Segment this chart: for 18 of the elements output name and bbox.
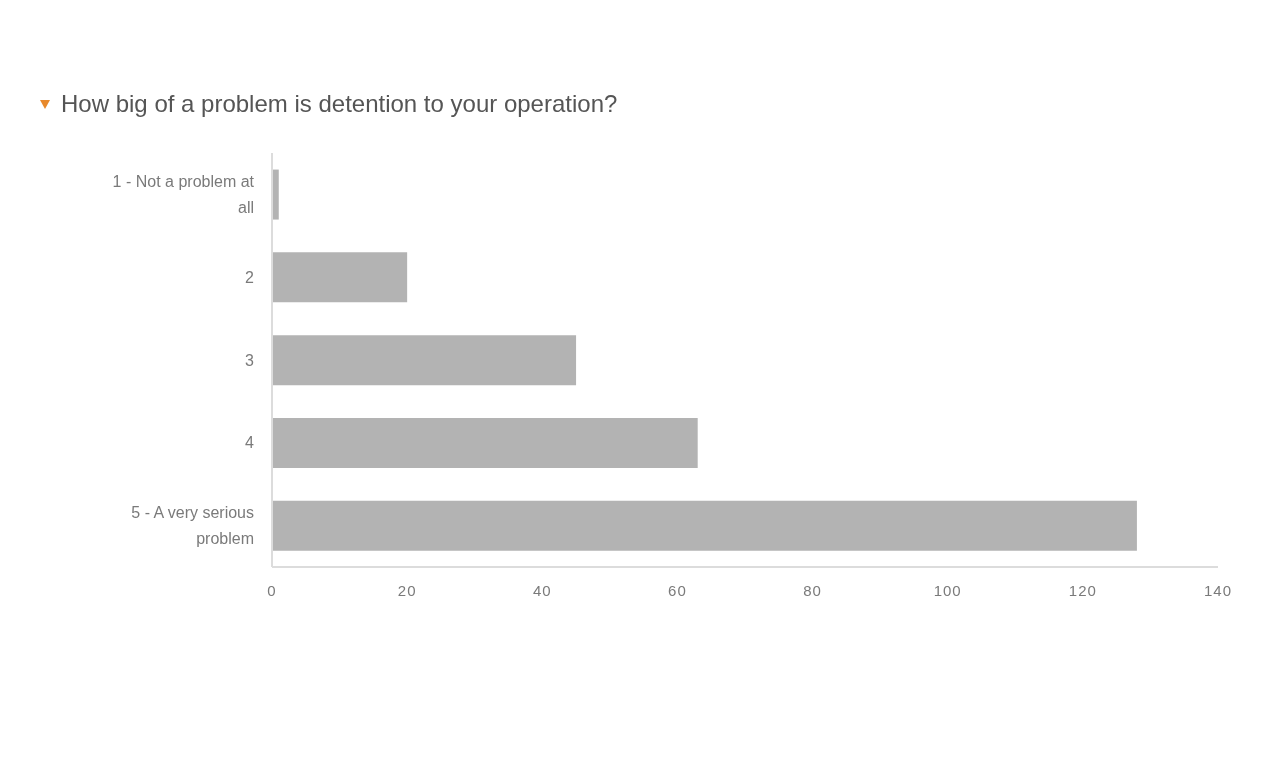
- x-tick-label: 100: [933, 581, 962, 599]
- bar: [272, 252, 408, 303]
- x-tick-label: 20: [397, 581, 417, 599]
- y-tick-label: 5 - A very serious problem: [131, 504, 254, 548]
- x-tick-label: 140: [1203, 581, 1233, 599]
- y-tick-label: 4: [245, 434, 255, 452]
- x-tick-label: 40: [532, 581, 552, 599]
- x-tick-label: 120: [1068, 581, 1097, 599]
- x-tick-label: 60: [668, 581, 687, 599]
- bar: [272, 417, 698, 468]
- chart-title: How big of a problem is detention to your operation?: [61, 90, 618, 118]
- x-tick-label: 0: [267, 581, 277, 599]
- bar: [272, 500, 1137, 551]
- bar: [272, 335, 577, 386]
- y-tick-label: 3: [245, 351, 255, 369]
- y-tick-label: 1 - Not a problem at all: [112, 173, 255, 216]
- x-tick-label: 80: [803, 581, 822, 599]
- y-tick-label: 2: [245, 268, 255, 286]
